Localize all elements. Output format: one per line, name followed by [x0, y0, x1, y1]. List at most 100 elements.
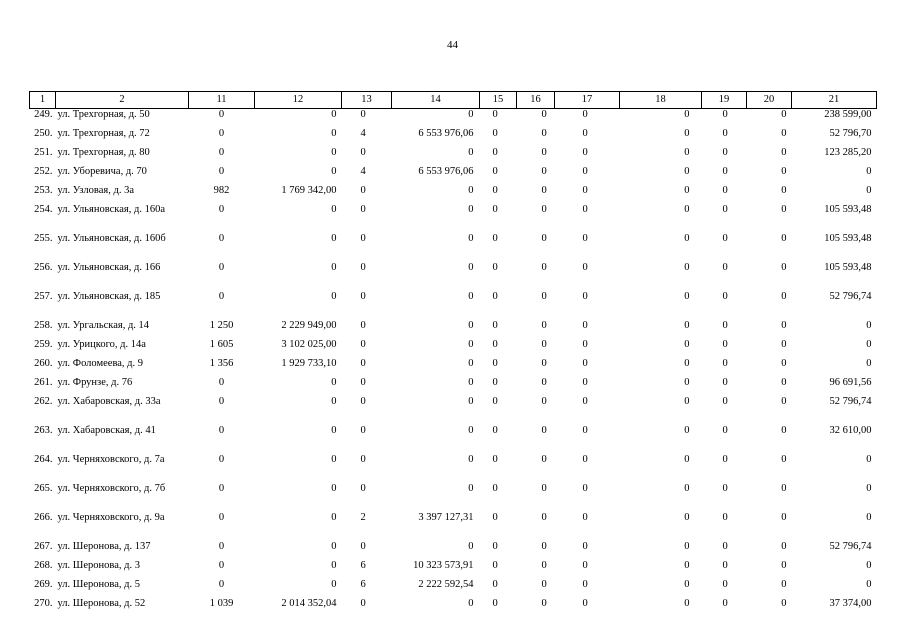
cell-col-20: 0	[781, 377, 787, 388]
row-number: 267.	[34, 541, 53, 552]
table-row: 257. ул. Ульяновская, д. 185 0 0 0 0 0 0 0 0 0 0 52 …	[30, 291, 877, 320]
cell-col-15: 0	[492, 425, 498, 436]
cell-col-15: 0	[492, 560, 498, 571]
cell-col-18: 0	[684, 262, 690, 273]
row-number: 250.	[34, 128, 53, 139]
cell-col-13: 0	[360, 262, 366, 273]
cell-col-19: 0	[722, 233, 728, 244]
row-number: 268.	[34, 560, 53, 571]
cell-col-17: 0	[582, 320, 588, 331]
cell-col-14: 6 553 976,06	[418, 128, 474, 139]
cell-col-16: 0	[541, 262, 547, 273]
address-cell: ул. Черняховского, д. 7а	[57, 454, 165, 465]
cell-col-19: 0	[722, 320, 728, 331]
cell-col-21: 52 796,74	[829, 396, 872, 407]
cell-col-18: 0	[684, 560, 690, 571]
table-row: 252. ул. Уборевича, д. 70 0 0 4 6 553 976,06 0…	[30, 166, 877, 185]
cell-col-11: 0	[218, 454, 225, 465]
cell-col-17: 0	[582, 560, 588, 571]
address-cell: ул. Фоломеева, д. 9	[57, 358, 144, 369]
table-row: 250. ул. Трехгорная, д. 72 0 0 4 6 553 976,06…	[30, 128, 877, 147]
address-cell: ул. Уборевича, д. 70	[57, 166, 147, 177]
cell-col-20: 0	[781, 339, 787, 350]
cell-col-13: 0	[360, 483, 366, 494]
table-body: 249. ул. Трехгорная, д. 50 0 0 0 0 0 0 0 0 0 0 238 5…	[30, 109, 877, 618]
cell-col-12: 0	[331, 454, 337, 465]
cell-col-15: 0	[492, 541, 498, 552]
cell-col-17: 0	[582, 204, 588, 215]
cell-col-16: 0	[541, 233, 547, 244]
cell-col-17: 0	[582, 339, 588, 350]
column-header: 12	[254, 91, 342, 109]
cell-col-19: 0	[722, 128, 728, 139]
cell-col-11: 0	[218, 166, 225, 177]
cell-col-19: 0	[722, 185, 728, 196]
table-row: 256. ул. Ульяновская, д. 166 0 0 0 0 0 0 0 0 0 0 105…	[30, 262, 877, 291]
cell-col-20: 0	[781, 483, 787, 494]
row-number: 269.	[34, 579, 53, 590]
cell-col-21: 52 796,74	[829, 291, 872, 302]
cell-col-15: 0	[492, 166, 498, 177]
cell-col-12: 0	[331, 483, 337, 494]
column-header: 13	[341, 91, 392, 109]
cell-col-13: 2	[360, 512, 366, 523]
cell-col-16: 0	[541, 339, 547, 350]
cell-col-11: 0	[218, 541, 225, 552]
cell-col-11: 0	[218, 109, 225, 120]
cell-col-11: 0	[218, 377, 225, 388]
cell-col-20: 0	[781, 291, 787, 302]
cell-col-14: 0	[468, 541, 474, 552]
table-row: 253. ул. Узловая, д. 3а 982 1 769 342,00 0 0 0…	[30, 185, 877, 204]
address-cell: ул. Ургальская, д. 14	[57, 320, 150, 331]
row-number: 254.	[34, 204, 53, 215]
cell-col-13: 4	[360, 128, 366, 139]
cell-col-12: 0	[331, 425, 337, 436]
cell-col-18: 0	[684, 339, 690, 350]
cell-col-21: 0	[866, 454, 872, 465]
table-row: 254. ул. Ульяновская, д. 160а 0 0 0 0 0 0 0 0 0 0 10…	[30, 204, 877, 233]
column-header: 15	[479, 91, 517, 109]
row-number: 263.	[34, 425, 53, 436]
cell-col-15: 0	[492, 291, 498, 302]
cell-col-16: 0	[541, 185, 547, 196]
cell-col-17: 0	[582, 541, 588, 552]
cell-col-14: 0	[468, 598, 474, 609]
row-number: 259.	[34, 339, 53, 350]
cell-col-16: 0	[541, 166, 547, 177]
cell-col-18: 0	[684, 166, 690, 177]
column-header: 11	[188, 91, 255, 109]
cell-col-14: 0	[468, 339, 474, 350]
cell-col-21: 0	[866, 339, 872, 350]
cell-col-15: 0	[492, 377, 498, 388]
cell-col-15: 0	[492, 109, 498, 120]
cell-col-14: 10 323 573,91	[413, 560, 474, 571]
cell-col-11: 0	[218, 396, 225, 407]
cell-col-15: 0	[492, 512, 498, 523]
table-row: 264. ул. Черняховского, д. 7а 0 0 0 0 0 0 0 0 0 0 0	[30, 454, 877, 483]
cell-col-17: 0	[582, 454, 588, 465]
cell-col-16: 0	[541, 147, 547, 158]
cell-col-12: 0	[331, 262, 337, 273]
cell-col-20: 0	[781, 109, 787, 120]
cell-col-16: 0	[541, 598, 547, 609]
table-row: 268. ул. Шеронова, д. 3 0 0 6 10 323 573,91 0 0…	[30, 560, 877, 579]
cell-col-21: 96 691,56	[829, 377, 872, 388]
cell-col-19: 0	[722, 204, 728, 215]
cell-col-13: 0	[360, 233, 366, 244]
cell-col-18: 0	[684, 377, 690, 388]
cell-col-17: 0	[582, 233, 588, 244]
cell-col-13: 0	[360, 541, 366, 552]
cell-col-11: 0	[218, 579, 225, 590]
cell-col-19: 0	[722, 291, 728, 302]
cell-col-13: 0	[360, 291, 366, 302]
cell-col-19: 0	[722, 166, 728, 177]
cell-col-12: 0	[331, 291, 337, 302]
address-cell: ул. Ульяновская, д. 185	[57, 291, 161, 302]
cell-col-20: 0	[781, 598, 787, 609]
cell-col-18: 0	[684, 185, 690, 196]
cell-col-16: 0	[541, 512, 547, 523]
cell-col-18: 0	[684, 579, 690, 590]
cell-col-14: 0	[468, 425, 474, 436]
cell-col-20: 0	[781, 147, 787, 158]
cell-col-12: 0	[331, 396, 337, 407]
